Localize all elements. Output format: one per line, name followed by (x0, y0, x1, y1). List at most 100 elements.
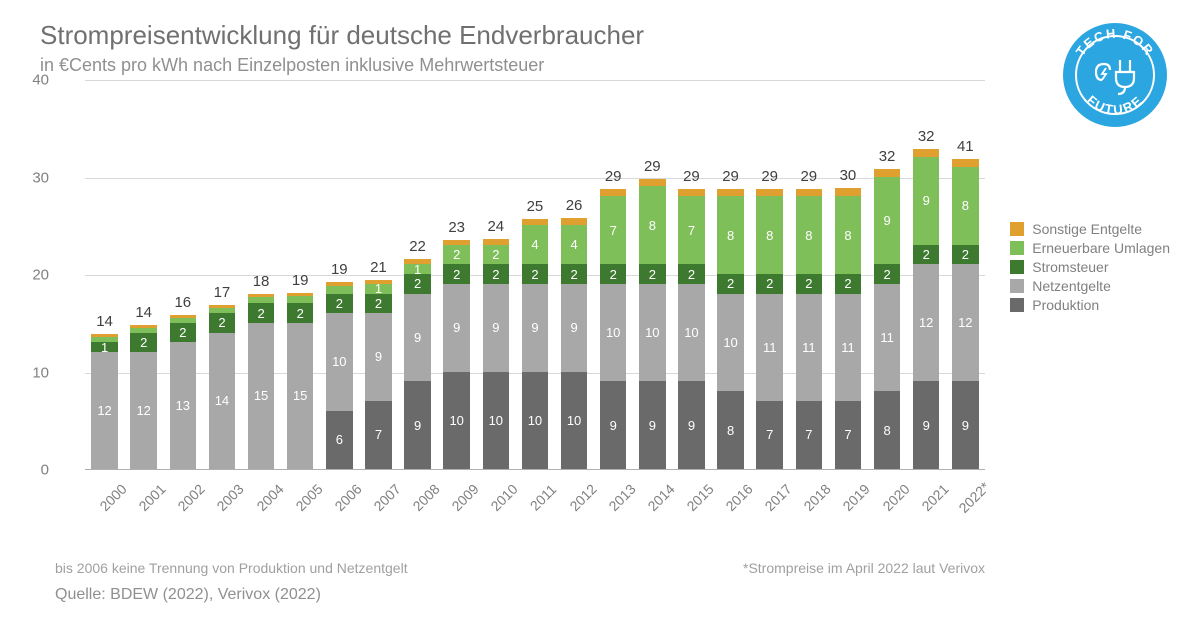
bar-segment-erneu: 2 (483, 245, 510, 265)
bar-segment-netz: 11 (796, 294, 823, 401)
bar-stack: 91027 (678, 189, 705, 469)
bar-segment-sonst (756, 189, 783, 196)
bar-segment-steuer: 2 (209, 313, 236, 333)
bar-segment-steuer: 2 (365, 294, 392, 314)
bar-segment-produktion: 8 (717, 391, 744, 469)
bar-segment-steuer: 2 (404, 274, 431, 294)
bar-column: 91027 29 (672, 80, 711, 469)
bar-segment-netz: 15 (248, 323, 275, 469)
chart-title: Strompreisentwicklung für deutsche Endve… (40, 20, 1160, 51)
legend-label: Sonstige Entgelte (1032, 221, 1142, 237)
y-tick-label: 0 (25, 462, 49, 479)
legend-item: Stromsteuer (1010, 259, 1170, 275)
bar-segment-erneu: 8 (796, 196, 823, 274)
bar-column: 7112829 (750, 80, 789, 469)
bar-column: 9122932 (907, 80, 946, 469)
bar-total-label: 16 (163, 294, 202, 311)
bar-segment-netz: 10 (717, 294, 744, 392)
bar-total-label: 25 (515, 198, 554, 215)
bar-segment-netz: 9 (443, 284, 470, 372)
bar-segment-erneu: 9 (874, 177, 901, 265)
bar-segment-produktion: 10 (443, 372, 470, 470)
bar-total-label: 29 (633, 158, 672, 175)
bar-segment-netz: 9 (483, 284, 510, 372)
bar-total-label: 29 (594, 168, 633, 185)
bar-segment-netz: 9 (365, 313, 392, 401)
bar-total-label: 21 (359, 259, 398, 276)
bar-stack: 71128 (756, 189, 783, 469)
bar-stack: 152 (287, 293, 314, 469)
legend-swatch (1010, 298, 1024, 312)
bar-segment-steuer: 2 (600, 264, 627, 284)
legend-swatch (1010, 279, 1024, 293)
legend-item: Erneuerbare Umlagen (1010, 240, 1170, 256)
bar-segment-erneu: 9 (913, 157, 940, 245)
bar-total-label: 30 (828, 167, 867, 184)
bar-segment-produktion: 9 (952, 381, 979, 469)
bar-stack: 152 (248, 294, 275, 469)
bar-stack: 121 (91, 334, 118, 469)
bar-total-label: 29 (711, 168, 750, 185)
bar-segment-steuer: 2 (130, 333, 157, 353)
plot-area: 1211412214132161421715218152196102197921… (85, 80, 985, 470)
bar-segment-produktion: 10 (522, 372, 549, 470)
bar-column: 1092425 (515, 80, 554, 469)
bar-segment-erneu: 8 (639, 186, 666, 264)
bar-total-label: 19 (281, 272, 320, 289)
bar-stack: 71128 (835, 188, 862, 469)
bar-segment-produktion: 9 (600, 381, 627, 469)
bar-segment-sonst (913, 149, 940, 157)
bar-segment-sonst (796, 189, 823, 196)
bar-segment-produktion: 7 (835, 401, 862, 469)
bar-segment-steuer: 2 (952, 245, 979, 265)
legend-swatch (1010, 222, 1024, 236)
bar-column: 15218 (242, 80, 281, 469)
bar-segment-erneu (326, 286, 353, 294)
bar-segment-netz: 10 (326, 313, 353, 411)
bar-segment-produktion: 9 (913, 381, 940, 469)
bar-segment-produktion: 10 (483, 372, 510, 470)
x-axis-labels: 2000200120022003200420052006200720082009… (85, 472, 985, 532)
bar-total-label: 26 (555, 197, 594, 214)
bar-segment-sonst (639, 179, 666, 186)
bar-segment-steuer: 1 (91, 342, 118, 352)
bar-segment-produktion: 9 (404, 381, 431, 469)
bar-segment-steuer: 2 (248, 303, 275, 323)
bar-segment-netz: 12 (130, 352, 157, 469)
bar-column: 610219 (320, 80, 359, 469)
bar-stack: 91028 (639, 179, 666, 469)
bar-segment-steuer: 2 (443, 264, 470, 284)
bar-stack: 10922 (443, 240, 470, 469)
bar-segment-erneu: 8 (835, 196, 862, 274)
bar-total-label: 32 (868, 148, 907, 165)
bar-segment-netz: 12 (913, 264, 940, 381)
bar-segment-netz: 12 (91, 352, 118, 469)
bar-column: 1092224 (476, 80, 515, 469)
bar-segment-erneu: 8 (756, 196, 783, 274)
bar-segment-sonst (717, 189, 744, 196)
bar-segment-steuer: 2 (287, 303, 314, 323)
bar-column: 992122 (398, 80, 437, 469)
bar-segment-netz: 10 (639, 284, 666, 382)
bar-segment-erneu: 7 (678, 196, 705, 264)
source-citation: Quelle: BDEW (2022), Verivox (2022) (55, 586, 321, 604)
bar-stack: 10922 (483, 239, 510, 469)
bar-column: 12214 (124, 80, 163, 469)
bar-stack: 142 (209, 305, 236, 469)
bar-stack: 71128 (796, 189, 823, 469)
bar-segment-netz: 10 (678, 284, 705, 382)
bar-segment-steuer: 2 (678, 264, 705, 284)
bar-column: 13216 (163, 80, 202, 469)
bar-segment-steuer: 2 (796, 274, 823, 294)
legend-item: Sonstige Entgelte (1010, 221, 1170, 237)
bar-group: 1211412214132161421715218152196102197921… (85, 80, 985, 469)
legend-label: Produktion (1032, 297, 1099, 313)
bar-segment-netz: 13 (170, 342, 197, 469)
bar-total-label: 32 (907, 128, 946, 145)
bar-segment-produktion: 7 (365, 401, 392, 469)
legend-label: Stromsteuer (1032, 259, 1108, 275)
bar-total-label: 29 (672, 168, 711, 185)
bar-segment-produktion: 10 (561, 372, 588, 470)
bar-segment-produktion: 8 (874, 391, 901, 469)
bar-stack: 91228 (952, 159, 979, 469)
